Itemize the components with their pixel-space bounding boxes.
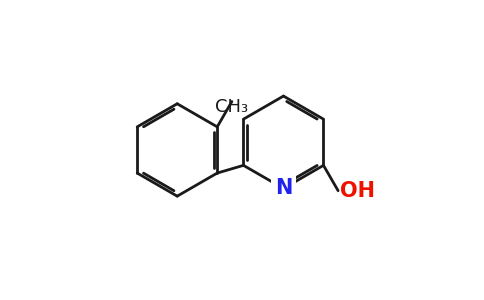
Text: N: N xyxy=(275,178,292,199)
Text: OH: OH xyxy=(340,181,375,201)
Text: CH₃: CH₃ xyxy=(215,98,248,116)
